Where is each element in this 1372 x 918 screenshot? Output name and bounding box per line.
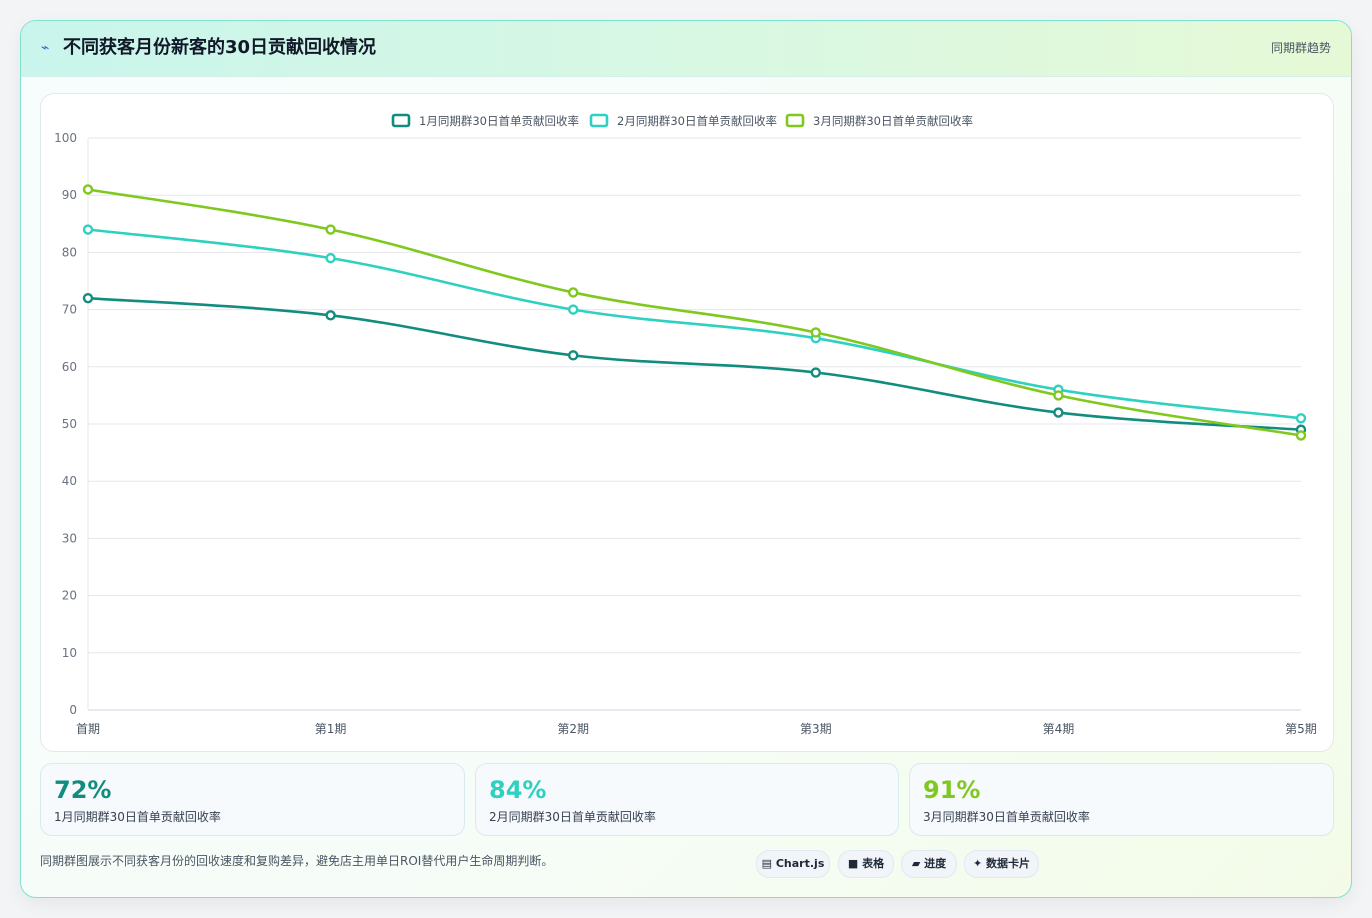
data-point xyxy=(568,287,579,298)
y-tick-label: 100 xyxy=(54,131,77,145)
footnote: 同期群图展示不同获客月份的回收速度和复购差异，避免店主用单日ROI替代用户生命周… xyxy=(40,854,554,868)
pill-label: 表格 xyxy=(862,857,885,870)
data-point xyxy=(810,327,821,338)
legend-label: 2月同期群30日首单贡献回收率 xyxy=(617,114,777,128)
data-point xyxy=(325,310,336,321)
x-tick-label: 第2期 xyxy=(557,722,589,736)
y-tick-label: 10 xyxy=(62,646,77,660)
data-point xyxy=(1295,413,1307,424)
y-tick-label: 30 xyxy=(62,531,77,545)
progress-icon: ▰ xyxy=(911,857,921,870)
line-chart: 0 10 20 30 40 50 60 70 80 90 100 首期 第1期 第2期 第3期 第4期 第5期 1… xyxy=(54,113,1317,736)
chart-panel: 0 10 20 30 40 50 60 70 80 90 100 首期 第1期 第2期 第3期 第4期 第5期 1… xyxy=(40,93,1334,752)
legend-swatch xyxy=(589,113,609,128)
legend-swatch xyxy=(785,113,805,128)
data-point xyxy=(1295,430,1307,441)
x-tick-label: 首期 xyxy=(76,722,100,736)
series-line-3 xyxy=(87,188,1302,437)
series-line-2 xyxy=(87,228,1302,420)
data-point xyxy=(325,224,336,235)
legend-label: 1月同期群30日首单贡献回收率 xyxy=(419,114,579,128)
data-point xyxy=(568,350,579,361)
pill-label: 进度 xyxy=(924,857,947,870)
data-point xyxy=(568,304,579,315)
x-tick-label: 第3期 xyxy=(800,722,832,736)
stat-value: 72% xyxy=(54,776,112,804)
y-tick-label: 0 xyxy=(69,703,77,717)
data-point xyxy=(1053,390,1064,401)
stat-card-mar: 91% 3月同期群30日首单贡献回收率 xyxy=(909,763,1334,836)
data-point xyxy=(82,224,94,235)
table-icon: ■ xyxy=(847,857,859,870)
stat-label: 2月同期群30日首单贡献回收率 xyxy=(489,810,656,824)
card-title: 不同获客月份新客的30日贡献回收情况 xyxy=(63,37,377,58)
pill-label: Chart.js xyxy=(775,857,825,870)
x-tick-label: 第5期 xyxy=(1285,722,1317,736)
data-point xyxy=(82,184,94,195)
y-tick-label: 20 xyxy=(62,589,77,603)
sparkline-icon: ⌁ xyxy=(41,40,50,56)
stat-card-jan: 72% 1月同期群30日首单贡献回收率 xyxy=(40,763,465,836)
pill-chartjs[interactable]: ▤ Chart.js xyxy=(756,850,830,878)
legend-label: 3月同期群30日首单贡献回收率 xyxy=(813,114,973,128)
pill-data-card[interactable]: ✦ 数据卡片 xyxy=(964,850,1039,878)
y-tick-label: 70 xyxy=(62,303,77,317)
data-point xyxy=(325,252,336,264)
y-tick-label: 50 xyxy=(62,417,77,431)
y-tick-label: 60 xyxy=(62,360,77,374)
pill-progress[interactable]: ▰ 进度 xyxy=(901,850,957,878)
x-tick-label: 第4期 xyxy=(1043,722,1075,736)
stat-value: 84% xyxy=(489,776,547,804)
stat-label: 3月同期群30日首单贡献回收率 xyxy=(923,810,1090,824)
x-tick-label: 第1期 xyxy=(315,722,347,736)
stat-value: 91% xyxy=(923,776,981,804)
y-tick-label: 40 xyxy=(62,474,77,488)
series-line-1 xyxy=(87,296,1302,432)
data-card-icon: ✦ xyxy=(972,857,983,870)
y-tick-label: 80 xyxy=(62,245,77,259)
stat-card-feb: 84% 2月同期群30日首单贡献回收率 xyxy=(475,763,899,836)
card-tag: 同期群趋势 xyxy=(1270,41,1331,55)
card-header: ⌁ 不同获客月份新客的30日贡献回收情况 同期群趋势 xyxy=(21,21,1351,77)
stat-label: 1月同期群30日首单贡献回收率 xyxy=(54,810,221,824)
y-tick-label: 90 xyxy=(62,188,77,202)
data-point xyxy=(810,367,821,378)
pill-label: 数据卡片 xyxy=(986,857,1031,870)
pill-table[interactable]: ■ 表格 xyxy=(838,850,894,878)
data-point xyxy=(1053,407,1064,418)
chart-icon: ▤ xyxy=(761,857,773,870)
data-point xyxy=(82,292,94,304)
dashboard-card: ⌁ 不同获客月份新客的30日贡献回收情况 同期群趋势 0 10 20 30 40 50 60… xyxy=(20,20,1352,898)
legend-swatch xyxy=(391,113,411,128)
